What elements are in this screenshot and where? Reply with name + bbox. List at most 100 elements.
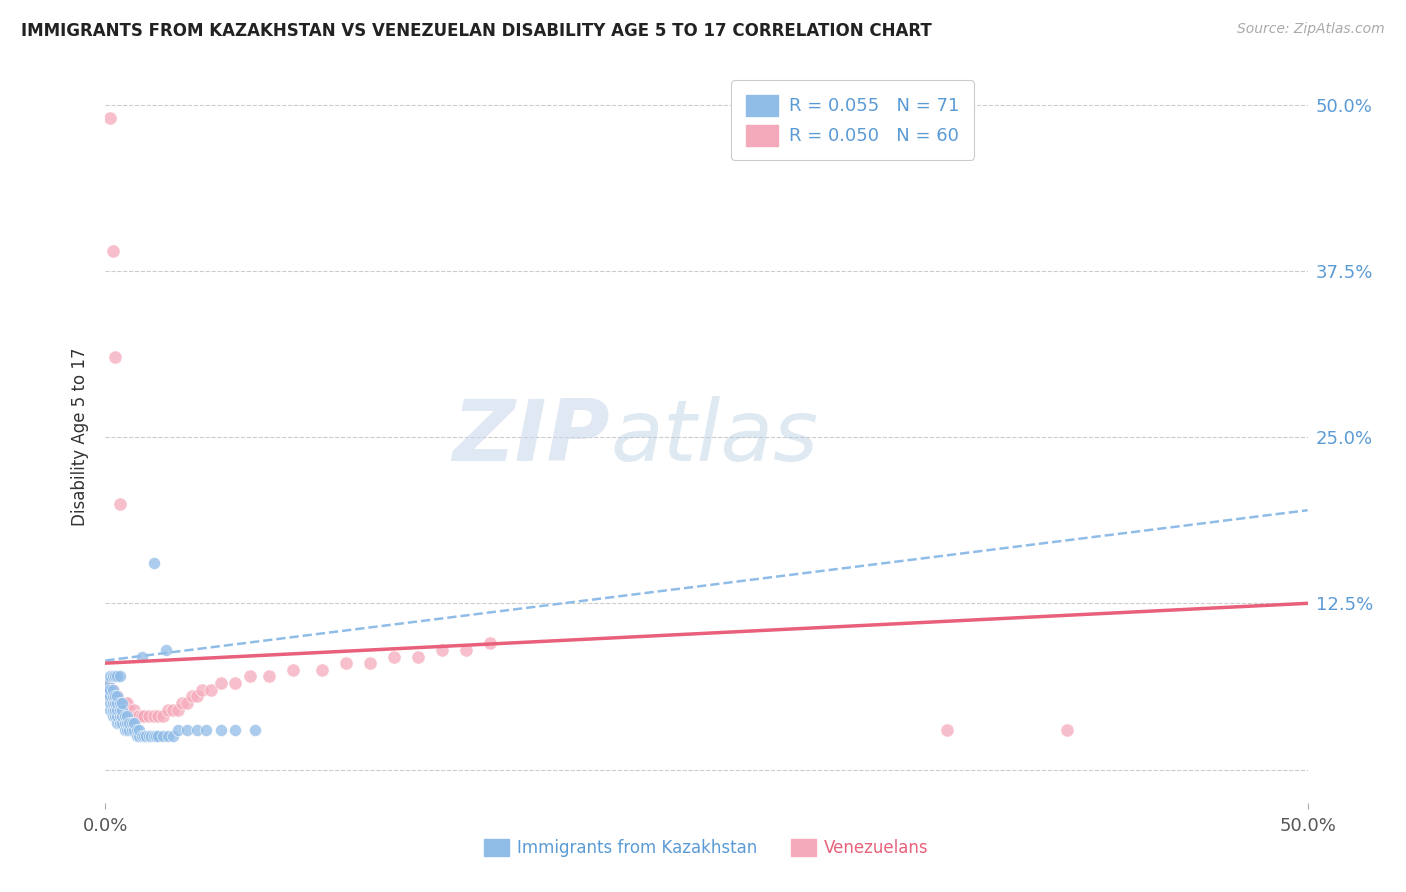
Point [132,729,155,743]
Point [97,690,120,704]
Text: atlas: atlas [610,395,818,479]
Point [142,729,165,743]
Point [114,716,136,731]
Point [104,669,127,683]
Point [107,696,129,710]
Point [195,723,218,737]
Point [97,676,120,690]
Point [121,723,143,737]
Point [107,690,129,704]
Point [124,716,146,731]
Point [152,729,174,743]
Point [124,723,146,737]
Point [107,690,129,704]
Point [128,709,150,723]
Point [936,723,959,737]
Point [124,703,146,717]
Point [114,709,136,723]
Point [155,643,177,657]
Point [108,703,131,717]
Point [98,690,121,704]
Point [114,696,136,710]
Text: IMMIGRANTS FROM KAZAKHSTAN VS VENEZUELAN DISABILITY AGE 5 TO 17 CORRELATION CHAR: IMMIGRANTS FROM KAZAKHSTAN VS VENEZUELAN… [21,22,932,40]
Point [98,690,121,704]
Point [107,669,129,683]
Point [108,709,131,723]
Point [148,729,170,743]
Point [138,709,160,723]
Point [101,682,124,697]
Point [114,723,136,737]
Point [281,663,304,677]
Point [243,723,266,737]
Point [114,703,136,717]
Point [125,709,148,723]
Point [145,729,167,743]
Point [239,669,262,683]
Point [124,709,146,723]
Point [186,690,208,704]
Point [257,669,280,683]
Legend: Immigrants from Kazakhstan, Venezuelans: Immigrants from Kazakhstan, Venezuelans [478,832,935,864]
Point [101,669,124,683]
Point [128,723,150,737]
Point [166,723,188,737]
Point [125,729,148,743]
Point [209,723,232,737]
Point [104,703,127,717]
Point [131,729,153,743]
Point [98,682,121,697]
Point [190,682,212,697]
Point [479,636,502,650]
Point [107,703,129,717]
Point [132,709,155,723]
Point [98,111,121,125]
Point [111,703,134,717]
Point [104,690,127,704]
Y-axis label: Disability Age 5 to 17: Disability Age 5 to 17 [72,348,90,526]
Point [142,709,165,723]
Point [118,709,141,723]
Point [172,696,194,710]
Point [1056,723,1078,737]
Point [224,676,246,690]
Point [97,676,120,690]
Point [118,723,141,737]
Point [224,723,246,737]
Point [128,729,150,743]
Point [107,703,129,717]
Point [107,709,129,723]
Point [115,703,138,717]
Point [186,723,208,737]
Point [382,649,405,664]
Point [138,729,160,743]
Point [111,716,134,731]
Point [108,703,131,717]
Point [104,709,127,723]
Point [139,729,162,743]
Point [454,643,477,657]
Point [111,696,134,710]
Point [101,696,124,710]
Point [98,682,121,697]
Point [111,703,134,717]
Point [108,696,131,710]
Point [108,696,131,710]
Point [142,557,165,571]
Point [125,723,148,737]
Point [162,729,184,743]
Text: ZIP: ZIP [453,395,610,479]
Point [97,682,120,697]
Point [115,696,138,710]
Point [98,696,121,710]
Text: Source: ZipAtlas.com: Source: ZipAtlas.com [1237,22,1385,37]
Point [131,649,153,664]
Point [406,649,429,664]
Point [118,703,141,717]
Point [104,696,127,710]
Point [104,351,127,365]
Point [101,690,124,704]
Point [98,669,121,683]
Point [181,690,204,704]
Point [101,709,124,723]
